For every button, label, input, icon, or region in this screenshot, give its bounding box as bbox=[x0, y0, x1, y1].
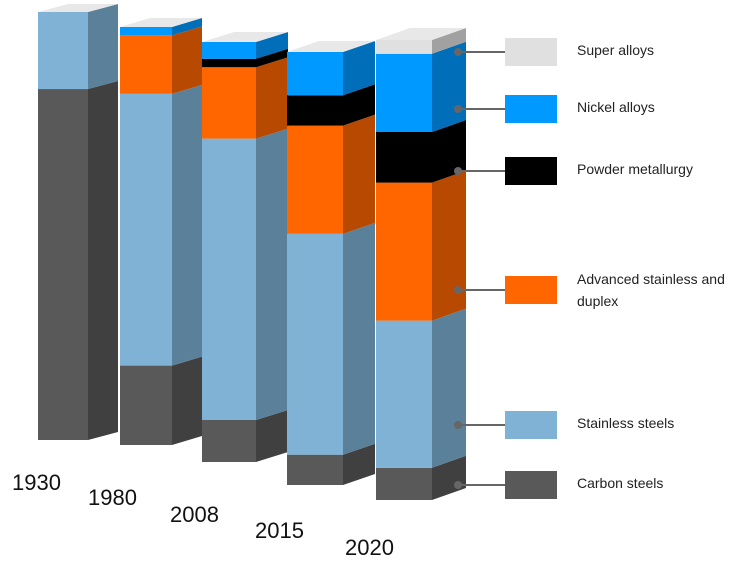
bar-segment-side bbox=[256, 128, 288, 420]
bar-segment-side bbox=[256, 57, 288, 139]
bar-segment bbox=[376, 53, 432, 132]
bar-segment-side bbox=[343, 84, 375, 126]
legend-swatch bbox=[505, 157, 557, 185]
bar-segment bbox=[376, 320, 432, 468]
leader-dot bbox=[454, 481, 462, 489]
bar-segment bbox=[287, 233, 343, 455]
legend-label: Powder metallurgy bbox=[577, 161, 693, 177]
bar-segment bbox=[120, 365, 172, 445]
bar-segment bbox=[376, 40, 432, 54]
legend-swatch bbox=[505, 471, 557, 499]
legend-swatch bbox=[505, 276, 557, 304]
legend-label: Super alloys bbox=[577, 42, 655, 58]
bar-segment bbox=[202, 138, 256, 420]
bar-segment-side bbox=[88, 4, 118, 90]
x-tick-label: 1930 bbox=[12, 470, 61, 495]
bar-segment-side bbox=[343, 114, 375, 234]
leader-dot bbox=[454, 286, 462, 294]
legend-label: Stainless steels bbox=[577, 415, 675, 431]
leader-dot bbox=[454, 48, 462, 56]
bar-segment-side bbox=[432, 41, 466, 132]
bar-segment-side bbox=[343, 443, 375, 485]
bar-top bbox=[120, 18, 202, 27]
bar-top bbox=[376, 28, 466, 40]
bar-segment bbox=[202, 42, 256, 59]
legend-swatch bbox=[505, 38, 557, 66]
legend-label: Advanced stainless and duplex bbox=[577, 271, 725, 309]
bar-segment bbox=[287, 454, 343, 485]
bar-top bbox=[287, 41, 375, 52]
bar-segment-side bbox=[88, 81, 118, 440]
bar-top bbox=[38, 4, 118, 12]
bar-segment-side bbox=[432, 170, 466, 321]
legend-swatch bbox=[505, 411, 557, 439]
bar-segment bbox=[376, 467, 432, 500]
bar-segment bbox=[287, 125, 343, 234]
bar-segment bbox=[38, 89, 88, 440]
legend-label: Carbon steels bbox=[577, 475, 664, 491]
x-tick-label: 1980 bbox=[88, 485, 137, 510]
bar-segment-side bbox=[172, 356, 202, 445]
bar-top bbox=[202, 32, 288, 42]
bar-segment bbox=[120, 27, 172, 36]
legend-swatch bbox=[505, 95, 557, 123]
bar-segment bbox=[287, 52, 343, 96]
bar-segment-side bbox=[432, 308, 466, 468]
x-tick-label: 2015 bbox=[255, 518, 304, 543]
bar-segment-side bbox=[172, 26, 202, 94]
bar-segment bbox=[202, 420, 256, 462]
bar-segment bbox=[202, 58, 256, 68]
leader-dot bbox=[454, 167, 462, 175]
x-tick-label: 2020 bbox=[345, 535, 394, 560]
bar-segment-side bbox=[256, 32, 288, 59]
bar-segment-side bbox=[343, 222, 375, 455]
bar-segment-side bbox=[256, 410, 288, 462]
bar-segment bbox=[287, 95, 343, 126]
bar-segment bbox=[120, 93, 172, 366]
bar-segment bbox=[120, 35, 172, 94]
legend-label: Nickel alloys bbox=[577, 99, 655, 115]
x-tick-label: 2008 bbox=[170, 502, 219, 527]
bar-segment-side bbox=[256, 48, 288, 68]
bar-segment-side bbox=[432, 120, 466, 183]
bar-segment bbox=[202, 67, 256, 139]
bar-segment bbox=[376, 182, 432, 321]
leader-dot bbox=[454, 421, 462, 429]
leader-dot bbox=[454, 105, 462, 113]
bar-segment-side bbox=[432, 28, 466, 54]
bar-segment bbox=[38, 12, 88, 90]
bar-segment-side bbox=[172, 18, 202, 36]
bar-segment-side bbox=[343, 41, 375, 96]
bar-segment bbox=[376, 132, 432, 183]
bar-segment-side bbox=[172, 84, 202, 366]
